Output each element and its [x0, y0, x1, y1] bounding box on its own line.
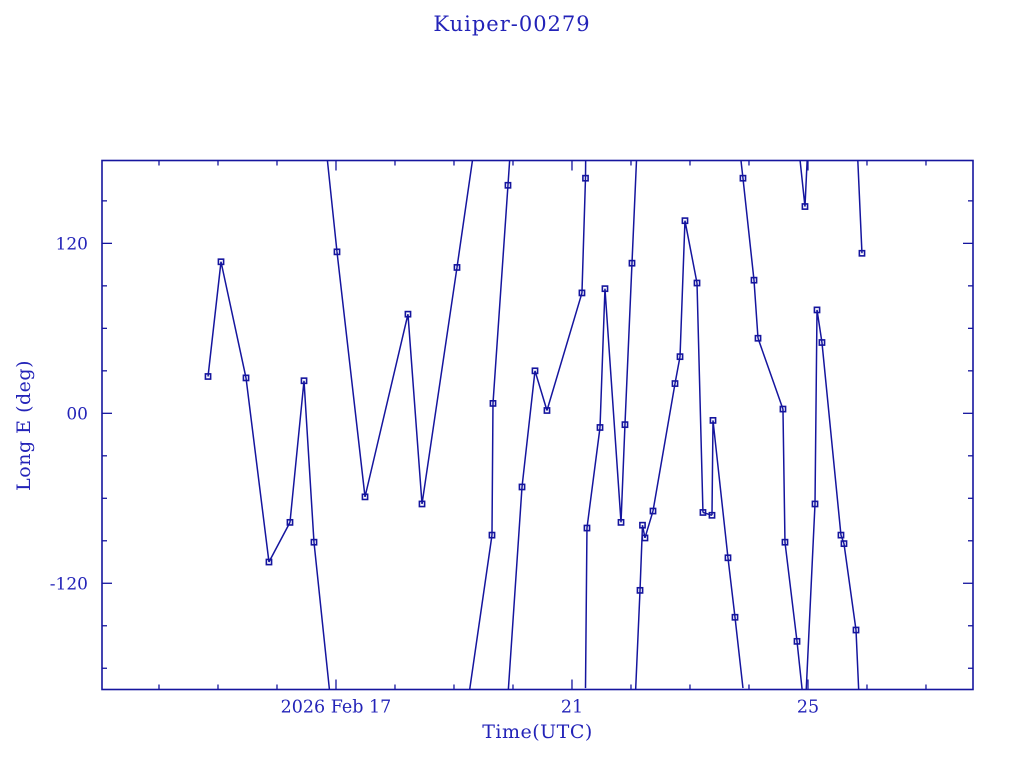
- data-point-marker: [488, 531, 496, 539]
- x-tick-label: 2026 Feb 17: [281, 698, 392, 718]
- series-line: [207, 160, 863, 690]
- data-point-marker: [671, 380, 679, 387]
- data-point-marker: [781, 538, 789, 546]
- data-point-marker: [739, 174, 747, 182]
- data-point-marker: [617, 518, 625, 526]
- data-point-marker: [404, 310, 412, 318]
- data-point-marker: [518, 483, 526, 491]
- data-point-marker: [242, 374, 250, 382]
- data-point-marker: [531, 367, 539, 375]
- data-point-marker: [504, 181, 512, 189]
- data-point-marker: [578, 289, 586, 297]
- axes: [101, 159, 974, 691]
- data-point-marker: [693, 279, 701, 287]
- data-point-marker: [204, 373, 212, 380]
- data-point-marker: [361, 493, 369, 501]
- tick-labels: 2026 Feb 17 21 25 120 00 -120: [50, 234, 819, 717]
- data-point-marker: [754, 334, 762, 342]
- data-point-marker: [601, 285, 609, 293]
- data-point-marker: [621, 421, 629, 429]
- x-tick-label: 25: [797, 698, 819, 718]
- data-point-marker: [333, 248, 341, 256]
- data-point-marker: [628, 259, 636, 267]
- y-axis-title: Long E (deg): [13, 359, 35, 491]
- data-point-marker: [793, 637, 801, 645]
- data-point-marker: [310, 538, 318, 546]
- data-layer: [204, 160, 866, 690]
- data-point-marker: [852, 626, 860, 634]
- data-point-marker: [596, 424, 604, 431]
- plot-frame: [101, 159, 974, 691]
- data-point-marker: [709, 416, 717, 424]
- data-point-marker: [818, 339, 826, 346]
- data-point-marker: [837, 531, 845, 539]
- data-point-marker: [217, 258, 225, 266]
- data-point-marker: [708, 511, 716, 519]
- chart-title: Kuiper-00279: [433, 12, 591, 36]
- series-markers: [204, 174, 866, 645]
- data-point-marker: [639, 521, 646, 529]
- data-point-marker: [453, 264, 461, 271]
- data-point-marker: [724, 554, 732, 562]
- data-point-marker: [418, 500, 426, 508]
- data-point-marker: [779, 405, 787, 413]
- data-point-marker: [583, 524, 591, 532]
- data-point-marker: [265, 558, 273, 566]
- data-point-marker: [676, 353, 684, 361]
- data-point-marker: [636, 586, 644, 594]
- y-tick-label: 00: [66, 404, 88, 424]
- data-point-marker: [750, 276, 758, 284]
- data-point-marker: [801, 203, 809, 210]
- data-point-marker: [731, 613, 739, 621]
- data-point-marker: [300, 377, 308, 385]
- data-point-marker: [840, 540, 848, 548]
- data-point-marker: [858, 249, 866, 257]
- data-point-marker: [489, 400, 497, 407]
- y-axis-title-box: Long E (deg): [6, 160, 42, 690]
- y-tick-label: 120: [56, 234, 88, 254]
- data-point-marker: [543, 407, 551, 414]
- data-point-marker: [681, 217, 689, 225]
- x-tick-label: 21: [561, 698, 583, 718]
- y-tick-label: -120: [50, 574, 88, 594]
- x-axis-title: Time(UTC): [482, 721, 593, 743]
- data-point-marker: [649, 507, 657, 515]
- data-point-marker: [641, 534, 649, 542]
- data-point-marker: [811, 500, 819, 508]
- data-point-marker: [286, 518, 294, 526]
- data-point-marker: [813, 306, 821, 314]
- data-point-marker: [582, 174, 589, 182]
- data-point-marker: [699, 509, 707, 516]
